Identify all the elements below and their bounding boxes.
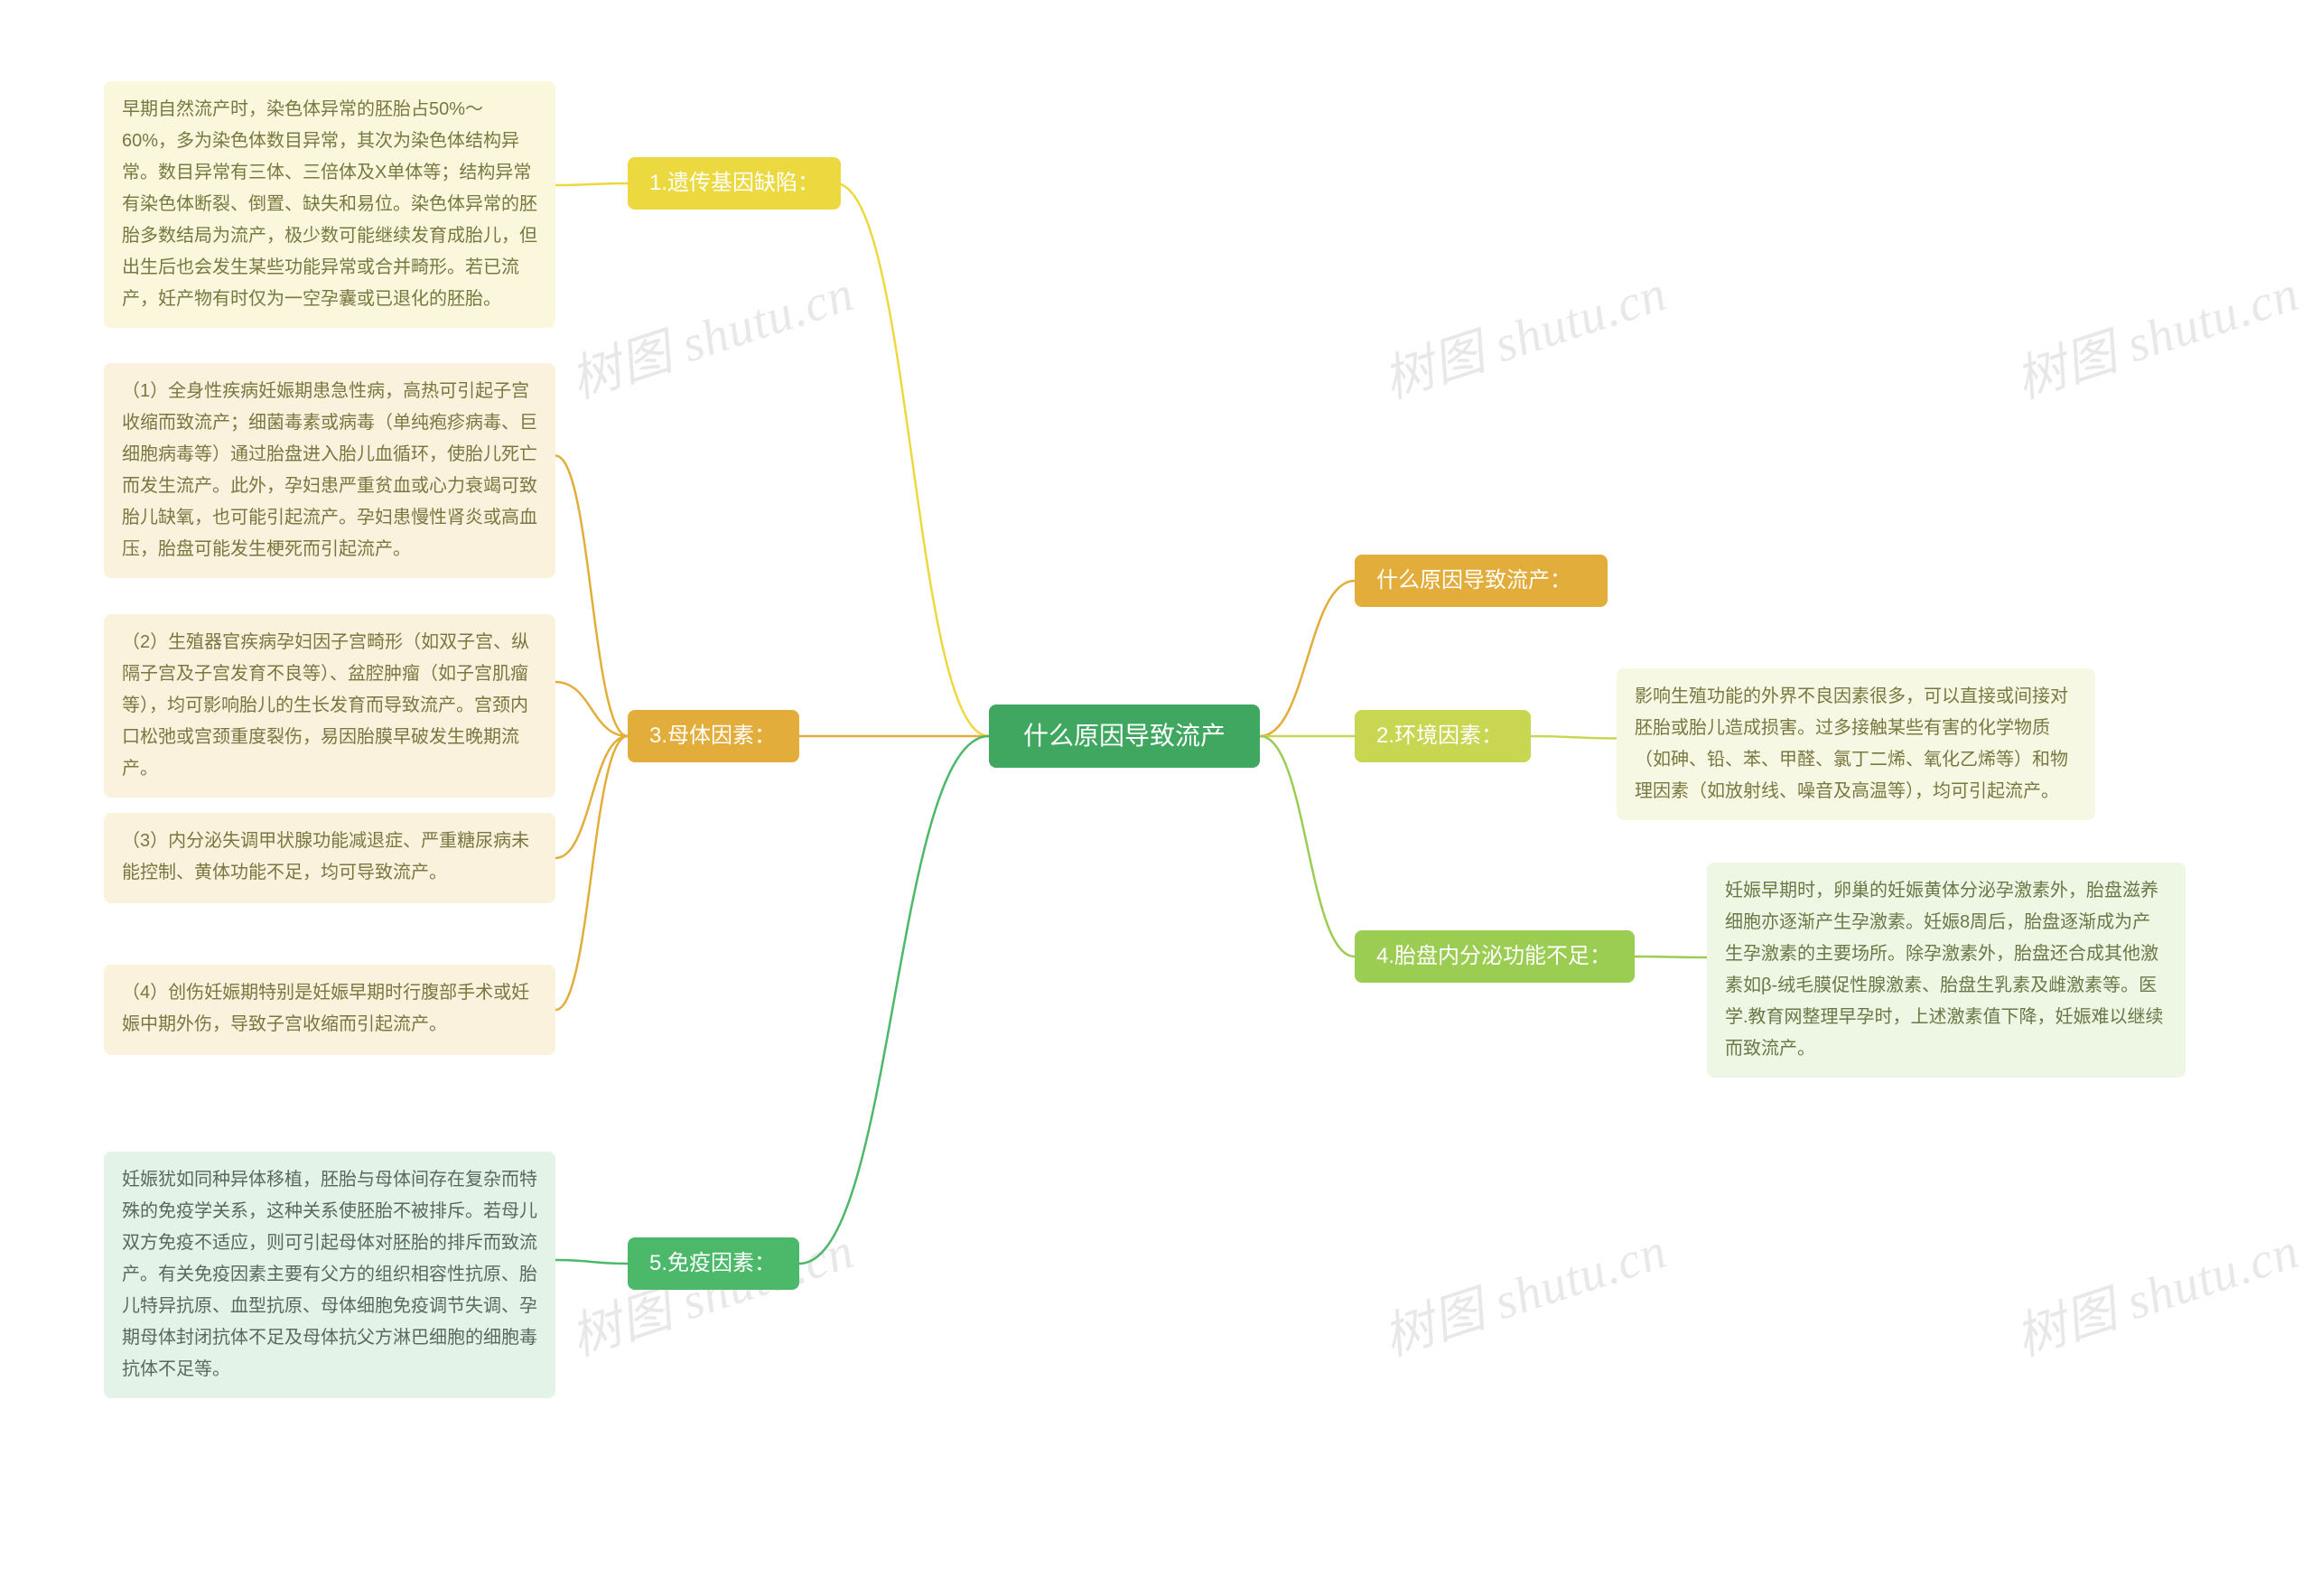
watermark-text: 树图 shutu.cn xyxy=(560,253,862,414)
branch-bq: 什么原因导致流产： xyxy=(1355,555,1608,607)
branch-label: 3.母体因素： xyxy=(649,718,776,755)
leaf-b3l3: （3）内分泌失调甲状腺功能减退症、严重糖尿病未能控制、黄体功能不足，均可导致流产… xyxy=(104,813,555,903)
watermark-text: 树图 shutu.cn xyxy=(2005,253,2307,414)
root-label: 什么原因导致流产 xyxy=(1023,714,1226,758)
leaf-b5l1: 妊娠犹如同种异体移植，胚胎与母体间存在复杂而特殊的免疫学关系，这种关系使胚胎不被… xyxy=(104,1152,555,1398)
leaf-b3l1: （1）全身性疾病妊娠期患急性病，高热可引起子宫收缩而致流产；细菌毒素或病毒（单纯… xyxy=(104,363,555,578)
branch-label: 2.环境因素： xyxy=(1376,718,1503,755)
branch-b1: 1.遗传基因缺陷： xyxy=(628,157,841,210)
leaf-b1l1: 早期自然流产时，染色体异常的胚胎占50%～60%，多为染色体数目异常，其次为染色… xyxy=(104,81,555,328)
leaf-b3l4: （4）创伤妊娠期特别是妊娠早期时行腹部手术或妊娠中期外伤，导致子宫收缩而引起流产… xyxy=(104,965,555,1055)
mindmap-root: 什么原因导致流产 xyxy=(989,705,1260,768)
watermark-text: 树图 shutu.cn xyxy=(1373,253,1674,414)
watermark-text: 树图 shutu.cn xyxy=(560,1210,862,1371)
branch-b4: 4.胎盘内分泌功能不足： xyxy=(1355,930,1635,983)
branch-b2: 2.环境因素： xyxy=(1355,710,1531,762)
branch-label: 1.遗传基因缺陷： xyxy=(649,165,819,202)
branch-label: 5.免疫因素： xyxy=(649,1246,776,1283)
leaf-b3l2: （2）生殖器官疾病孕妇因子宫畸形（如双子宫、纵隔子宫及子宫发育不良等）、盆腔肿瘤… xyxy=(104,614,555,798)
branch-label: 什么原因导致流产： xyxy=(1376,563,1571,600)
leaf-b4l1: 妊娠早期时，卵巢的妊娠黄体分泌孕激素外，胎盘滋养细胞亦逐渐产生孕激素。妊娠8周后… xyxy=(1707,863,2186,1078)
branch-b3: 3.母体因素： xyxy=(628,710,799,762)
watermark-text: 树图 shutu.cn xyxy=(1373,1210,1674,1371)
leaf-b2l1: 影响生殖功能的外界不良因素很多，可以直接或间接对胚胎或胎儿造成损害。过多接触某些… xyxy=(1617,668,2095,820)
branch-label: 4.胎盘内分泌功能不足： xyxy=(1376,938,1611,975)
watermark-text: 树图 shutu.cn xyxy=(2005,1210,2307,1371)
branch-b5: 5.免疫因素： xyxy=(628,1237,799,1290)
